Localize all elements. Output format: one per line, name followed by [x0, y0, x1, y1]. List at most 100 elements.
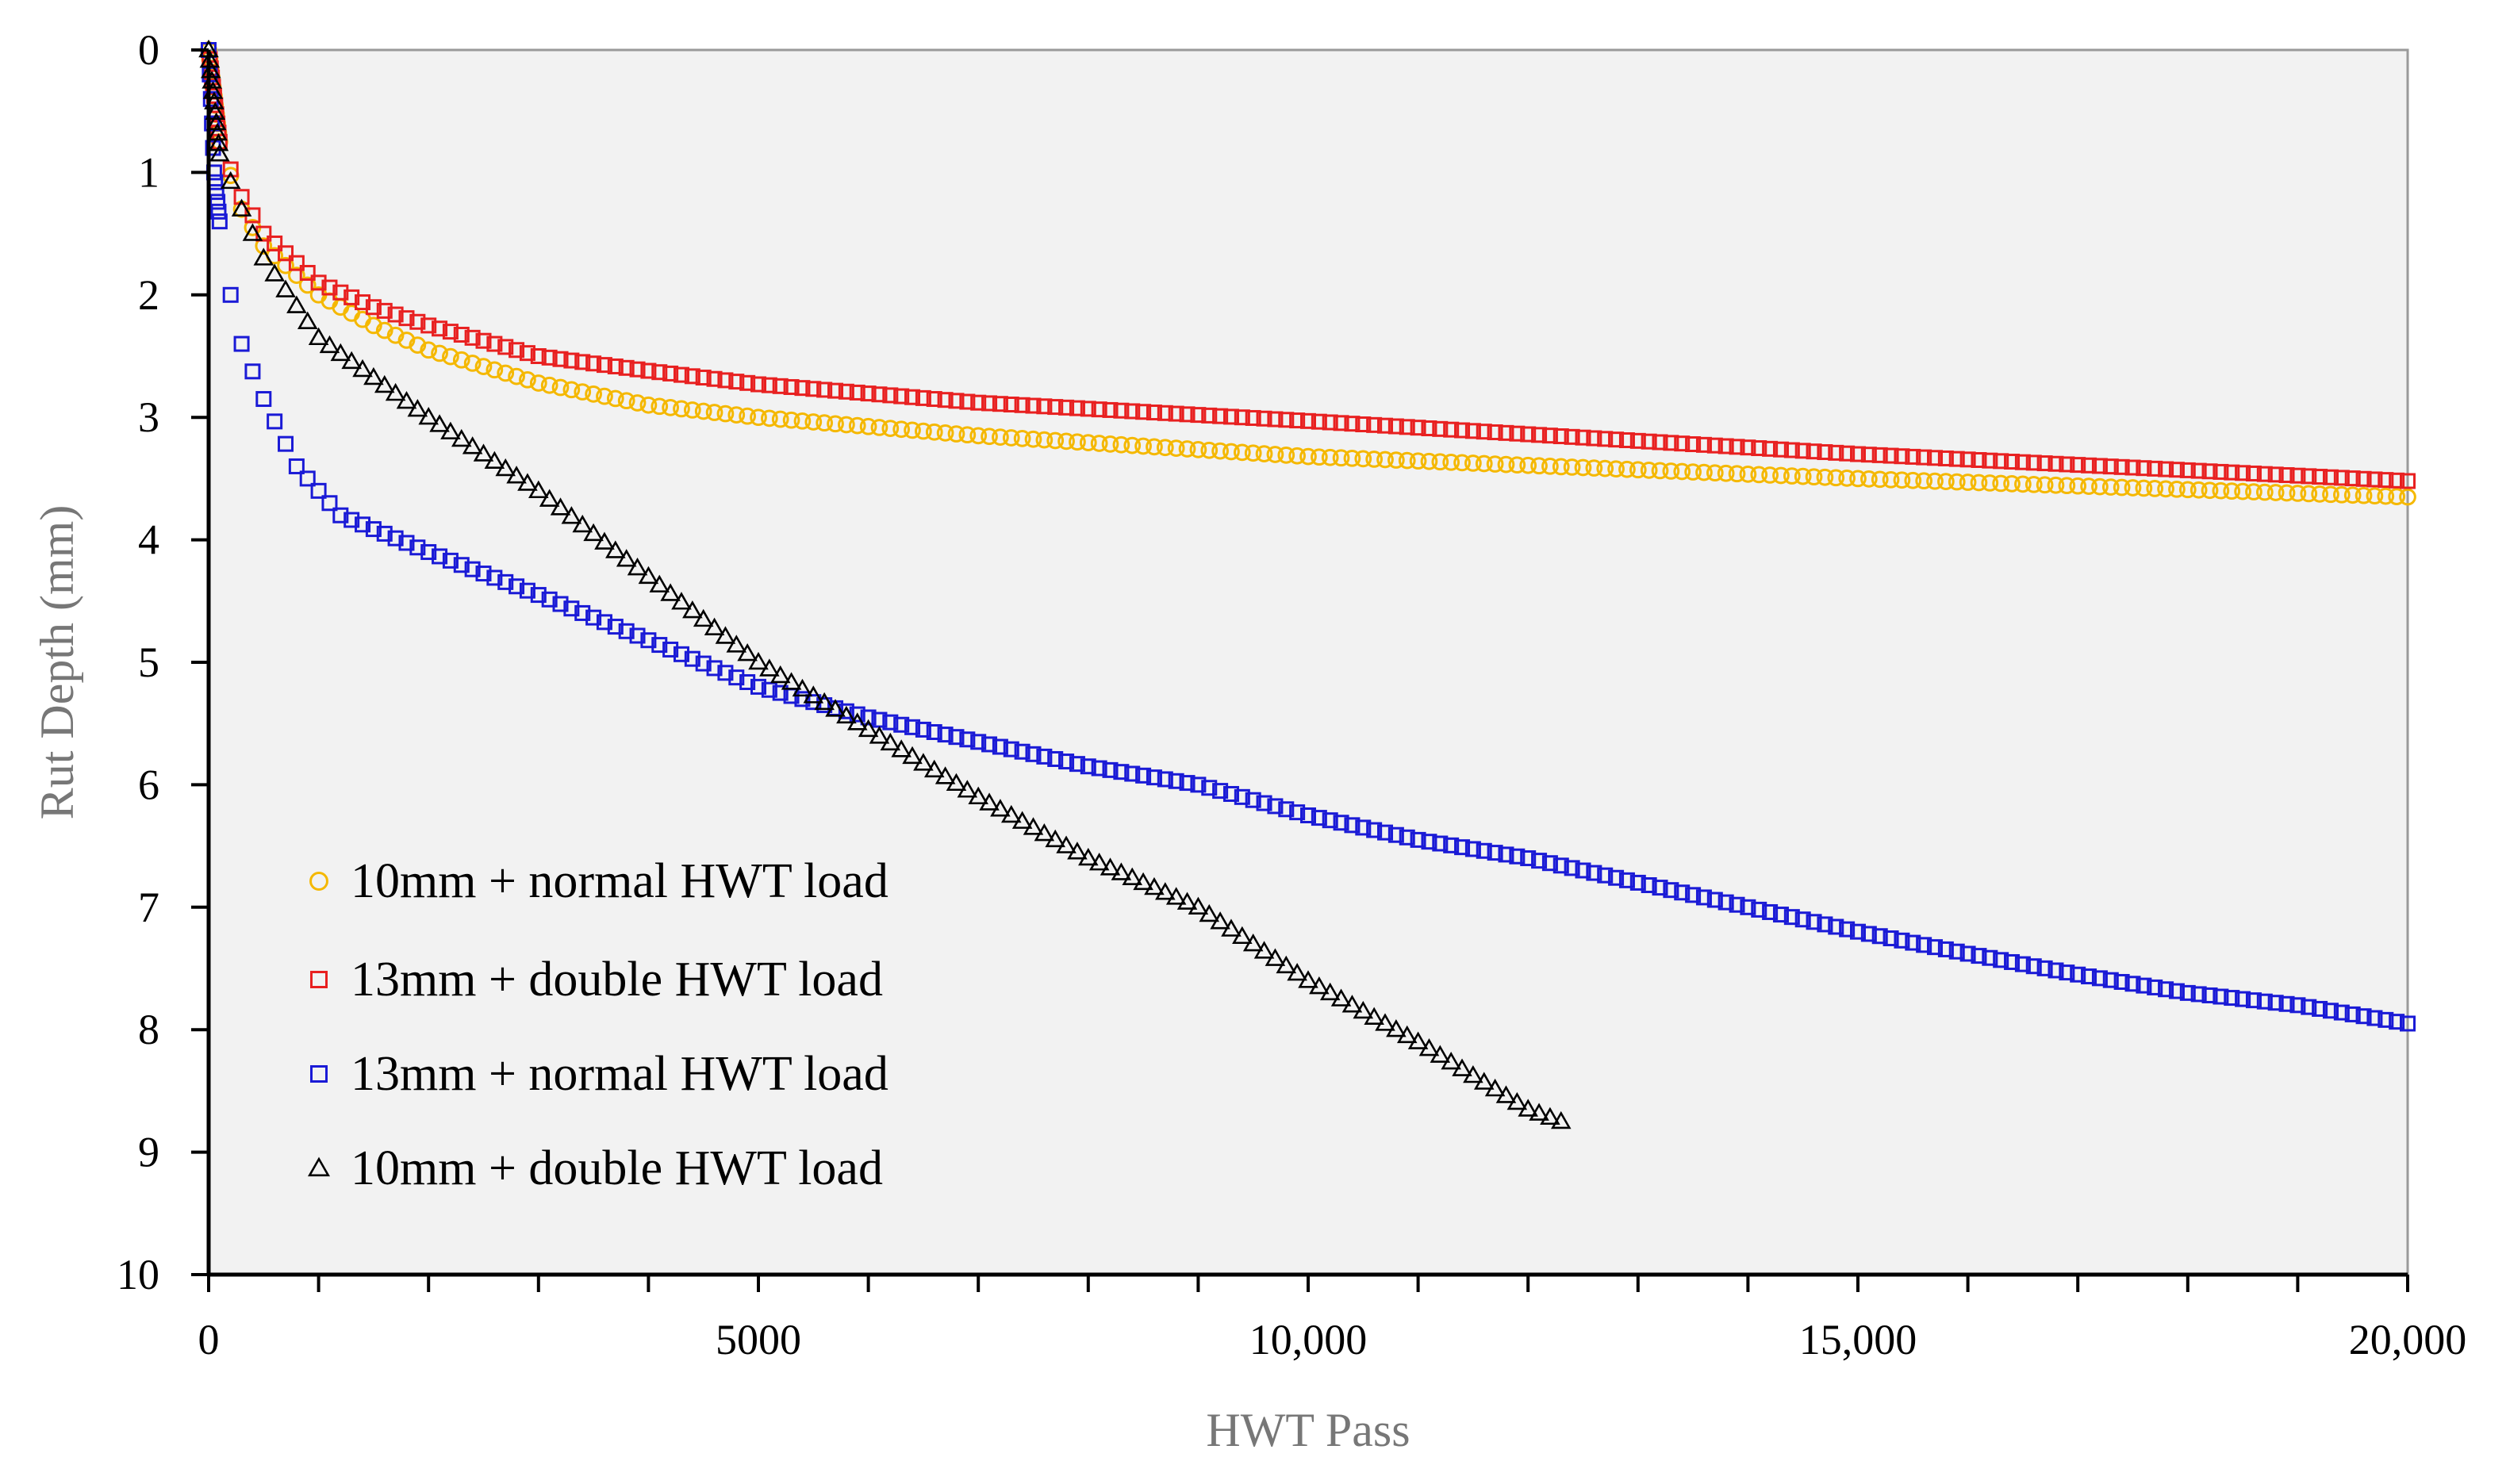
- data-point: [231, 198, 252, 217]
- data-point: [1036, 398, 1053, 415]
- data-point: [1256, 410, 1272, 427]
- data-point: [1289, 804, 1306, 821]
- data-point: [1484, 1078, 1506, 1097]
- data-point: [1476, 842, 1492, 859]
- data-point: [1265, 948, 1286, 966]
- data-point: [2355, 486, 2373, 504]
- data-point: [1520, 426, 1537, 443]
- data-point: [1552, 428, 1569, 445]
- data-point: [1146, 769, 1162, 786]
- data-point: [374, 374, 395, 393]
- data-point: [207, 122, 228, 141]
- data-point: [737, 643, 758, 661]
- data-point: [1618, 872, 1635, 888]
- data-point: [1179, 775, 1196, 792]
- data-point: [1034, 823, 1055, 842]
- data-point: [1894, 932, 1910, 949]
- data-point: [2355, 470, 2372, 487]
- data-point: [1729, 896, 1745, 913]
- data-point: [923, 759, 945, 778]
- data-point: [959, 731, 976, 748]
- data-point: [660, 583, 681, 601]
- data-point: [1464, 454, 1482, 472]
- data-point: [1002, 429, 1020, 447]
- data-point: [1222, 408, 1239, 425]
- data-point: [946, 773, 967, 792]
- data-point: [1078, 847, 1099, 866]
- data-point: [464, 561, 481, 577]
- data-point: [1540, 1106, 1560, 1125]
- data-point: [2190, 986, 2207, 1003]
- data-point: [981, 428, 998, 446]
- data-point: [2113, 478, 2131, 497]
- data-point: [1330, 988, 1352, 1007]
- data-point: [2378, 472, 2394, 489]
- data-point: [343, 512, 360, 528]
- data-point: [1199, 903, 1220, 922]
- data-point: [1319, 982, 1341, 1001]
- data-point: [794, 380, 811, 397]
- data-point: [1111, 862, 1132, 880]
- data-point: [871, 386, 888, 403]
- data-point: [420, 317, 437, 334]
- data-point: [233, 336, 250, 352]
- data-point: [1882, 470, 1900, 489]
- data-point: [2333, 470, 2350, 486]
- data-point: [1387, 418, 1404, 435]
- data-point: [1135, 404, 1152, 420]
- data-point: [1728, 465, 1746, 483]
- data-point: [870, 419, 888, 436]
- data-point: [1959, 451, 1976, 468]
- data-point: [1222, 443, 1240, 461]
- data-point: [761, 681, 777, 698]
- data-point: [1849, 470, 1867, 488]
- data-point: [1102, 401, 1119, 418]
- data-point: [255, 391, 272, 408]
- data-point: [1794, 443, 1811, 459]
- data-point: [915, 422, 932, 440]
- data-point: [1541, 457, 1559, 475]
- data-point: [2245, 992, 2262, 1009]
- data-point: [948, 393, 965, 409]
- data-point: [2025, 958, 2042, 975]
- data-point: [881, 420, 900, 437]
- data-point: [1673, 462, 1691, 481]
- data-point: [2048, 962, 2064, 979]
- data-point: [1608, 869, 1625, 886]
- data-point: [1189, 441, 1207, 458]
- data-point: [497, 339, 514, 355]
- data-point: [432, 548, 448, 565]
- data-point: [1003, 741, 1019, 757]
- data-point: [629, 627, 646, 644]
- data-point: [2312, 469, 2328, 485]
- data-point: [1564, 428, 1580, 445]
- data-point: [716, 405, 735, 423]
- data-point: [1300, 807, 1316, 823]
- data-point: [1410, 420, 1426, 436]
- data-point: [1464, 423, 1481, 439]
- data-point: [341, 351, 362, 370]
- data-point: [1165, 887, 1187, 905]
- data-point: [2091, 970, 2108, 987]
- data-point: [958, 426, 977, 444]
- data-point: [1530, 457, 1548, 475]
- data-point: [1762, 903, 1779, 920]
- data-point: [825, 699, 846, 717]
- data-point: [1937, 473, 1955, 490]
- data-point: [990, 799, 1011, 817]
- data-point: [355, 516, 371, 533]
- data-point: [1916, 449, 1932, 466]
- data-point: [2278, 995, 2295, 1012]
- x-tick-label: 10,000: [1249, 1316, 1368, 1363]
- data-point: [1783, 467, 1801, 485]
- data-point: [1497, 455, 1515, 474]
- data-point: [2201, 481, 2219, 500]
- data-point: [485, 361, 504, 379]
- data-point: [1069, 400, 1085, 416]
- data-point: [1828, 444, 1844, 461]
- data-point: [1531, 427, 1548, 443]
- legend-label: 13mm + normal HWT load: [351, 1047, 888, 1101]
- data-point: [1058, 399, 1075, 416]
- data-point: [1850, 923, 1866, 940]
- data-point: [693, 608, 714, 627]
